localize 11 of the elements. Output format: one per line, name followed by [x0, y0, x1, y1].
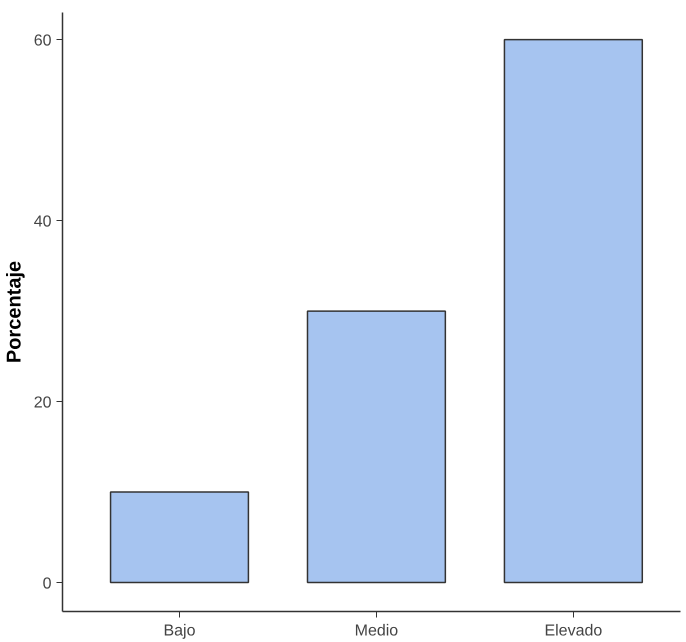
x-tick-label: Medio	[354, 622, 398, 640]
x-tick-label: Elevado	[544, 622, 602, 640]
x-tick-label: Bajo	[163, 622, 196, 640]
y-tick-label: 20	[34, 394, 52, 412]
bar	[504, 38, 644, 584]
bar	[306, 310, 446, 584]
y-tick-label: 40	[34, 214, 52, 231]
y-tick-label: 60	[34, 32, 52, 50]
bar	[110, 491, 250, 584]
y-axis-title: Porcentaje	[4, 260, 26, 364]
y-tick-label: 0	[42, 576, 52, 593]
